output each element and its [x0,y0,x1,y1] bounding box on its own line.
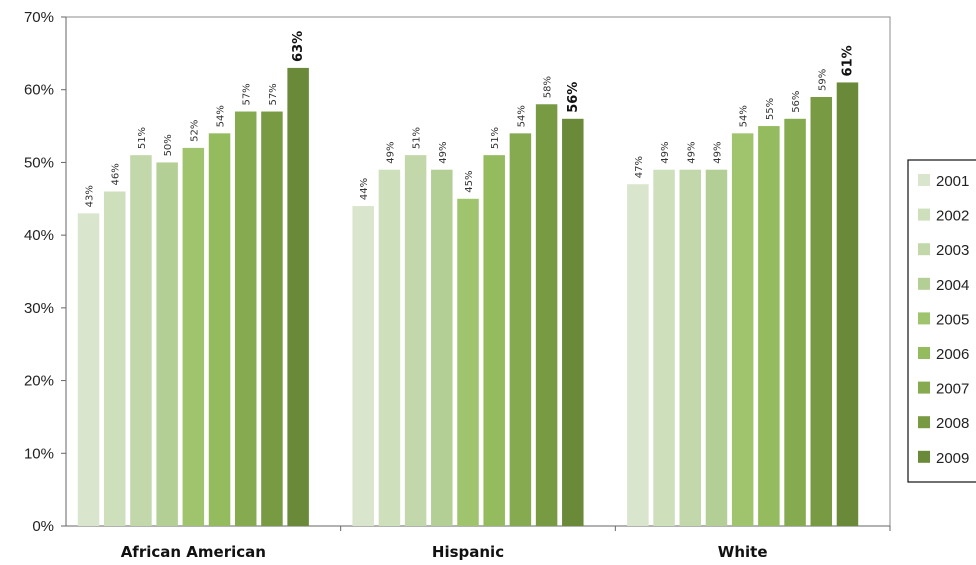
y-axis: 0% 10% 20% 30% 40% 50% 60% 70% [24,9,67,535]
x-axis: African American Hispanic White [66,525,891,561]
y-tick-label: 50% [24,154,54,171]
data-label: 51% [137,127,148,149]
data-label: 55% [765,98,776,120]
data-labels: 43% 46% 51% 50% 52% 54% 57% 57% 63% 44% 49% 51% 49% 4… [85,31,856,208]
bar [758,126,780,527]
legend-label: 2002 [936,208,969,225]
data-label: 49% [712,141,723,163]
data-label: 50% [163,134,174,156]
y-tick-label: 70% [24,9,54,26]
bar [535,104,558,526]
x-category-label: African American [121,543,266,561]
legend-swatch [918,312,930,325]
bar [378,169,401,526]
data-label: 45% [464,171,475,193]
bar [784,118,806,527]
x-category-label: Hispanic [432,543,504,561]
data-label: 57% [242,83,253,105]
bar [77,213,100,527]
legend-label: 2007 [936,381,969,398]
legend-label: 2005 [936,311,969,328]
legend-swatch [918,347,930,359]
y-tick-label: 20% [24,373,54,390]
data-label: 56% [791,91,802,113]
bar [431,169,453,526]
data-label: 49% [438,141,449,163]
legend-swatch [918,416,930,429]
legend-label: 2006 [936,346,969,363]
data-label: 59% [817,69,828,91]
bar [483,155,505,526]
data-label: 47% [634,156,645,178]
bar [404,155,427,526]
data-label: 49% [385,141,396,163]
data-label: 52% [189,120,200,142]
bar [352,206,374,527]
legend-label: 2009 [936,450,969,467]
data-label: 46% [111,163,122,185]
y-tick-label: 30% [24,300,54,317]
legend-swatch [918,450,930,463]
bar [679,169,702,526]
bars [77,67,859,527]
data-label: 63% [291,31,306,62]
legend-swatch [918,277,930,290]
bar [562,118,584,527]
y-tick-label: 40% [24,227,54,244]
bar [457,198,479,527]
bar [234,111,257,527]
data-label: 56% [566,82,581,113]
data-label: 58% [543,76,554,98]
data-label: 44% [359,178,370,200]
bar [208,133,231,527]
bar [261,111,283,527]
bar [182,147,205,526]
bar [509,133,532,527]
legend-swatch [918,174,930,186]
bar [836,82,859,526]
data-label: 54% [516,105,527,127]
bar [653,169,675,526]
x-category-label: White [718,543,768,561]
data-label: 51% [412,127,423,149]
y-tick-label: 10% [24,445,54,462]
legend-label: 2003 [936,242,969,259]
data-label: 49% [686,141,697,163]
bar [287,67,309,527]
bar [627,184,649,526]
bar [103,191,126,526]
y-tick-label: 0% [32,518,54,535]
bar [156,162,178,526]
legend-swatch [918,208,930,221]
bar [705,169,728,526]
legend-label: 2001 [936,173,969,190]
legend-swatch [918,243,930,256]
data-label: 49% [660,141,671,163]
legend-label: 2004 [936,277,969,294]
legend-label: 2008 [936,415,969,432]
data-label: 57% [268,83,279,105]
data-label: 43% [85,185,96,207]
data-label: 51% [490,127,501,149]
data-label: 61% [840,45,855,76]
bar [130,155,152,526]
bar [810,96,833,526]
data-label: 54% [216,105,227,127]
legend: 2001 2002 2003 2004 2005 2006 2007 2008 2009 [907,159,976,483]
data-label: 54% [739,105,750,127]
y-tick-label: 60% [24,82,54,99]
bar [731,133,754,527]
legend-swatch [918,381,930,394]
